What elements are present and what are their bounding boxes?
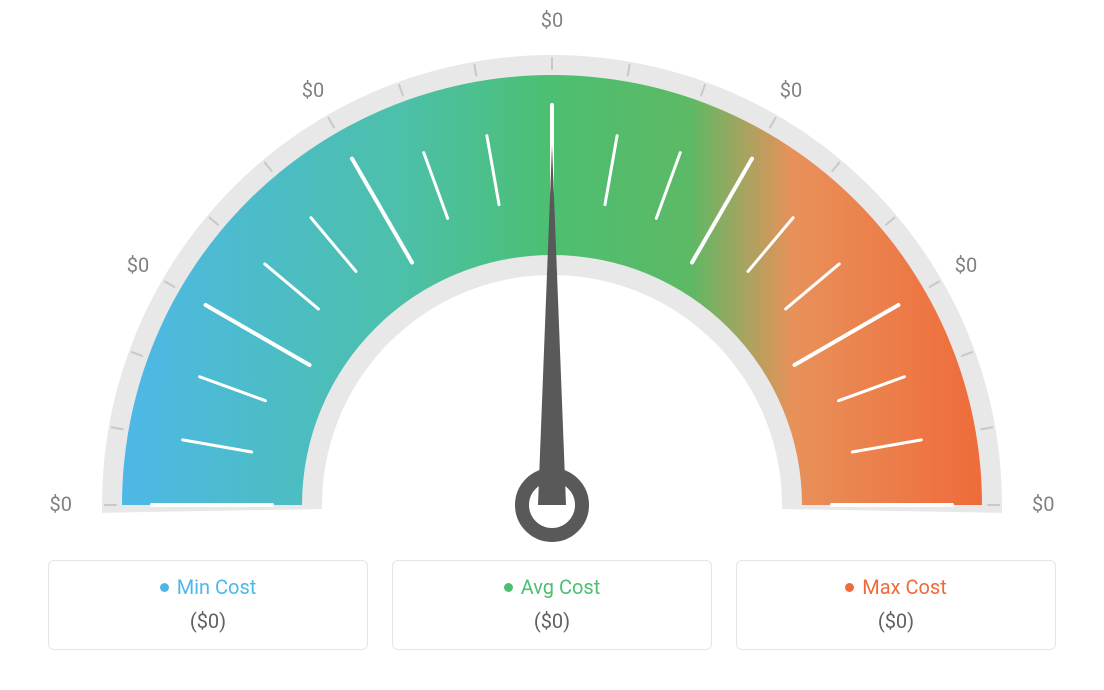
- legend-label: Avg Cost: [521, 575, 601, 599]
- svg-text:$0: $0: [50, 492, 72, 516]
- legend-value: ($0): [747, 609, 1045, 633]
- gauge-svg: $0 $0 $0 $0 $0 $0 $0: [0, 0, 1104, 560]
- svg-text:$0: $0: [955, 253, 977, 277]
- legend-label: Min Cost: [177, 575, 257, 599]
- legend-value: ($0): [403, 609, 701, 633]
- legend-row: Min Cost ($0) Avg Cost ($0) Max Cost ($0…: [0, 560, 1104, 650]
- legend-value: ($0): [59, 609, 357, 633]
- dot-icon: [504, 583, 513, 592]
- legend-card-min: Min Cost ($0): [48, 560, 368, 650]
- svg-text:$0: $0: [780, 78, 802, 102]
- legend-card-max: Max Cost ($0): [736, 560, 1056, 650]
- svg-text:$0: $0: [127, 253, 149, 277]
- legend-label: Max Cost: [862, 575, 947, 599]
- legend-card-avg: Avg Cost ($0): [392, 560, 712, 650]
- svg-text:$0: $0: [541, 8, 563, 32]
- svg-text:$0: $0: [302, 78, 324, 102]
- legend-title-max: Max Cost: [845, 575, 947, 599]
- gauge-chart: $0 $0 $0 $0 $0 $0 $0: [0, 0, 1104, 560]
- legend-title-min: Min Cost: [160, 575, 257, 599]
- dot-icon: [845, 583, 854, 592]
- svg-text:$0: $0: [1032, 492, 1054, 516]
- dot-icon: [160, 583, 169, 592]
- legend-title-avg: Avg Cost: [504, 575, 601, 599]
